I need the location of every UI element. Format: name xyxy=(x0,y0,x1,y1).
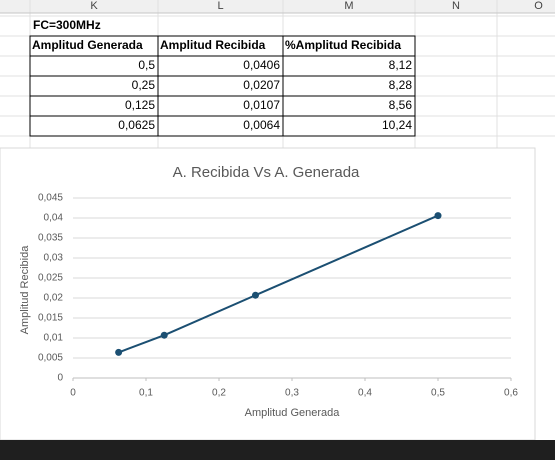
x-axis-title: Amplitud Generada xyxy=(245,407,341,419)
column-letter: O xyxy=(534,0,543,12)
y-tick-label: 0,015 xyxy=(38,313,63,324)
x-tick-label: 0,5 xyxy=(431,388,445,399)
table-cell: 10,24 xyxy=(382,118,412,132)
x-tick-label: 0,1 xyxy=(139,388,153,399)
column-letter: M xyxy=(344,0,353,12)
table-cell: 0,25 xyxy=(132,78,156,92)
y-tick-label: 0,01 xyxy=(44,333,64,344)
table-cell: 0,5 xyxy=(138,58,155,72)
plot-area: 0 0,005 0,01 0,015 0,02 0,025 0,03 0,035 0,04 0,0… xyxy=(38,193,518,399)
y-tick-label: 0,045 xyxy=(38,193,63,204)
data-point xyxy=(160,331,168,339)
y-tick-label: 0 xyxy=(57,373,63,384)
sheet-label: FC=300MHz xyxy=(33,18,101,32)
table-header: Amplitud Generada xyxy=(32,38,143,52)
x-tick-label: 0,2 xyxy=(212,388,226,399)
x-tick-label: 0,6 xyxy=(504,388,518,399)
y-tick-label: 0,025 xyxy=(38,273,63,284)
column-header-bar xyxy=(0,0,555,13)
data-point xyxy=(252,291,259,299)
y-tick-label: 0,035 xyxy=(38,233,63,244)
x-tick-label: 0,4 xyxy=(358,388,372,399)
y-tick-label: 0,02 xyxy=(44,293,64,304)
taskbar xyxy=(0,440,555,460)
table-cell: 0,0207 xyxy=(243,78,280,92)
chart-title: A. Recibida Vs A. Generada xyxy=(173,164,360,181)
chart-area xyxy=(0,147,536,441)
x-tick-label: 0,3 xyxy=(285,388,299,399)
table-cell: 0,0625 xyxy=(118,118,155,132)
table-cell: 0,0064 xyxy=(243,118,280,132)
table-cell: 8,28 xyxy=(389,78,413,92)
table-cell: 8,56 xyxy=(389,98,413,112)
table-cell: 0,125 xyxy=(125,98,155,112)
column-letter: L xyxy=(217,0,223,12)
y-tick-label: 0,03 xyxy=(44,253,64,264)
y-tick-label: 0,005 xyxy=(38,353,63,364)
table-cell: 0,0107 xyxy=(243,98,280,112)
y-tick-label: 0,04 xyxy=(44,213,64,224)
table-cell: 0,0406 xyxy=(243,58,280,72)
data-point xyxy=(115,348,123,356)
column-letter: N xyxy=(452,0,460,12)
table-header: Amplitud Recibida xyxy=(160,38,266,52)
y-axis-title: Amplitud Recibida xyxy=(19,245,31,335)
table-border xyxy=(29,35,416,137)
table-cell: 8,12 xyxy=(389,58,413,72)
data-point xyxy=(434,212,442,220)
column-letter: K xyxy=(90,0,98,12)
sheet: K L M N O FC=300MHz Amplitud Generada Amplitud … xyxy=(0,0,555,148)
table-header: %Amplitud Recibida xyxy=(285,38,401,52)
series-line xyxy=(118,214,439,354)
x-tick-label: 0 xyxy=(70,388,76,399)
